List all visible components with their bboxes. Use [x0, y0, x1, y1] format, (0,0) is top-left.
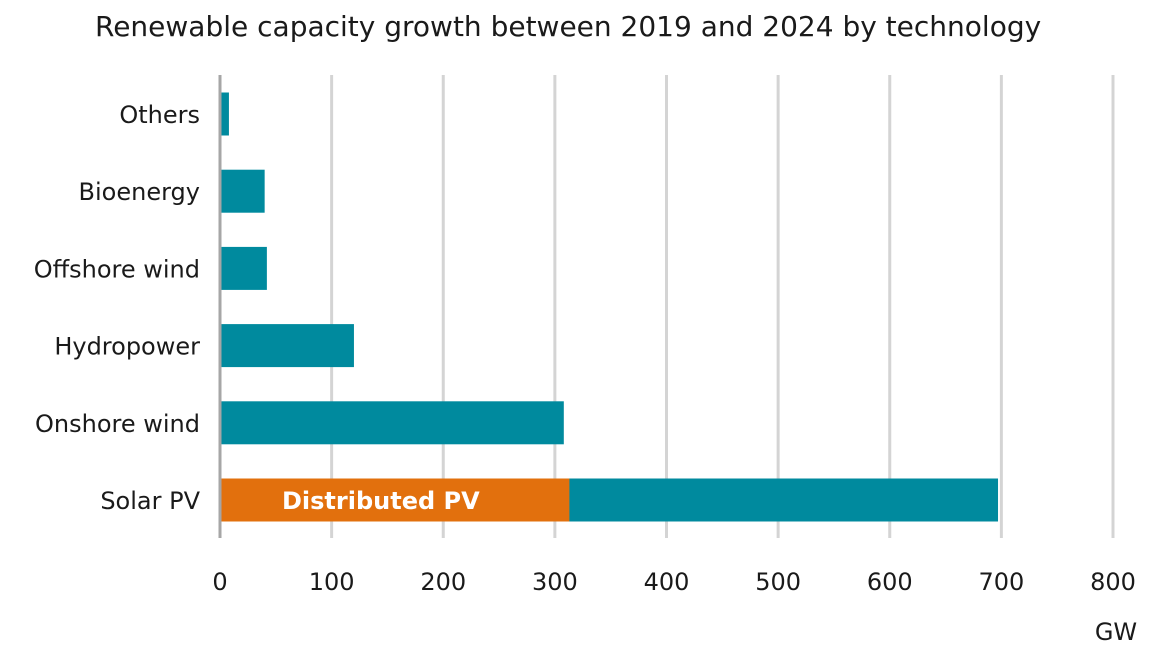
x-tick-label-0: 0 — [212, 568, 227, 596]
x-tick-label-600: 600 — [867, 568, 913, 596]
bar-hydropower — [220, 324, 354, 368]
category-label-others: Others — [119, 101, 200, 129]
bar-onshore-wind — [220, 401, 564, 445]
x-tick-label-300: 300 — [532, 568, 578, 596]
category-label-hydropower: Hydropower — [54, 333, 200, 361]
x-axis-unit-label: GW — [1095, 618, 1137, 646]
category-label-onshore-wind: Onshore wind — [35, 410, 200, 438]
x-tick-label-400: 400 — [644, 568, 690, 596]
category-label-solar-pv: Solar PV — [100, 487, 200, 515]
x-tick-label-500: 500 — [755, 568, 801, 596]
bar-others — [220, 92, 229, 136]
bar-bioenergy — [220, 169, 265, 213]
x-tick-label-800: 800 — [1090, 568, 1136, 596]
chart-title: Renewable capacity growth between 2019 a… — [95, 10, 1042, 43]
bar-offshore-wind — [220, 246, 267, 290]
bar-overlay-label: Distributed PV — [282, 487, 480, 515]
x-tick-label-700: 700 — [978, 568, 1024, 596]
x-tick-label-200: 200 — [420, 568, 466, 596]
category-label-offshore-wind: Offshore wind — [34, 255, 200, 283]
bar-overlay-solar-pv — [220, 478, 570, 522]
category-label-bioenergy: Bioenergy — [79, 178, 200, 206]
x-tick-label-100: 100 — [309, 568, 355, 596]
